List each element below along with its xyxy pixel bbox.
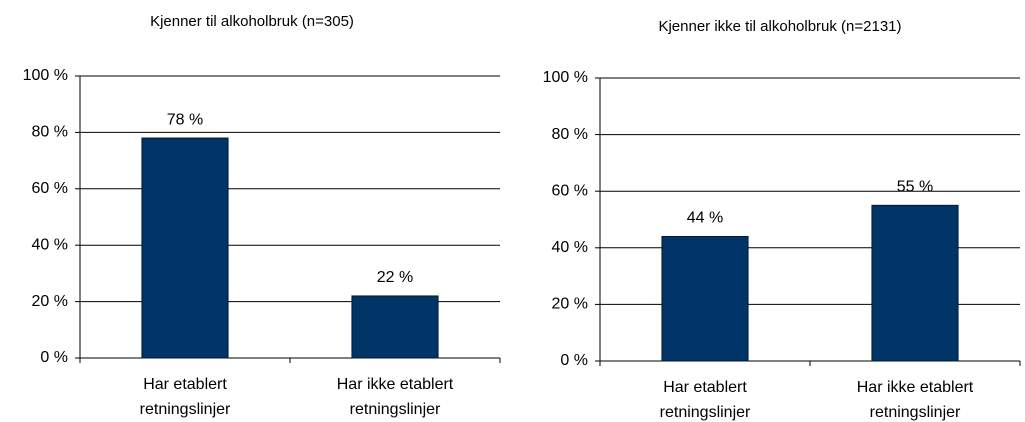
y-tick-label: 80 %: [32, 124, 68, 141]
y-tick-label: 0 %: [560, 352, 588, 369]
value-label: 44 %: [687, 210, 723, 227]
y-tick-label: 40 %: [32, 236, 68, 253]
bar: [141, 137, 229, 359]
bar: [871, 204, 959, 362]
y-tick-label: 20 %: [32, 293, 68, 310]
x-tick-label: Har ikke etablert: [337, 376, 454, 393]
y-tick-label: 80 %: [552, 126, 588, 143]
value-label: 55 %: [897, 179, 933, 196]
bar: [661, 235, 749, 362]
x-tick-label: retningslinjer: [660, 404, 751, 421]
y-tick-label: 100 %: [23, 67, 68, 84]
chart-title: Kjenner til alkoholbruk (n=305): [150, 13, 354, 30]
x-tick-label: Har etablert: [663, 379, 747, 396]
x-tick-label: retningslinjer: [870, 404, 961, 421]
chart-title: Kjenner ikke til alkoholbruk (n=2131): [658, 18, 901, 35]
y-tick-label: 20 %: [552, 296, 588, 313]
value-label: 78 %: [167, 111, 203, 128]
x-tick-label: retningslinjer: [350, 401, 441, 418]
bar: [351, 295, 439, 359]
y-tick-label: 60 %: [32, 180, 68, 197]
y-tick-label: 0 %: [40, 349, 68, 366]
x-tick-label: Har ikke etablert: [857, 379, 974, 396]
y-tick-label: 60 %: [552, 182, 588, 199]
value-label: 22 %: [377, 269, 413, 286]
y-tick-label: 40 %: [552, 239, 588, 256]
y-tick-label: 100 %: [543, 69, 588, 86]
x-tick-label: retningslinjer: [140, 401, 231, 418]
x-tick-label: Har etablert: [143, 376, 227, 393]
